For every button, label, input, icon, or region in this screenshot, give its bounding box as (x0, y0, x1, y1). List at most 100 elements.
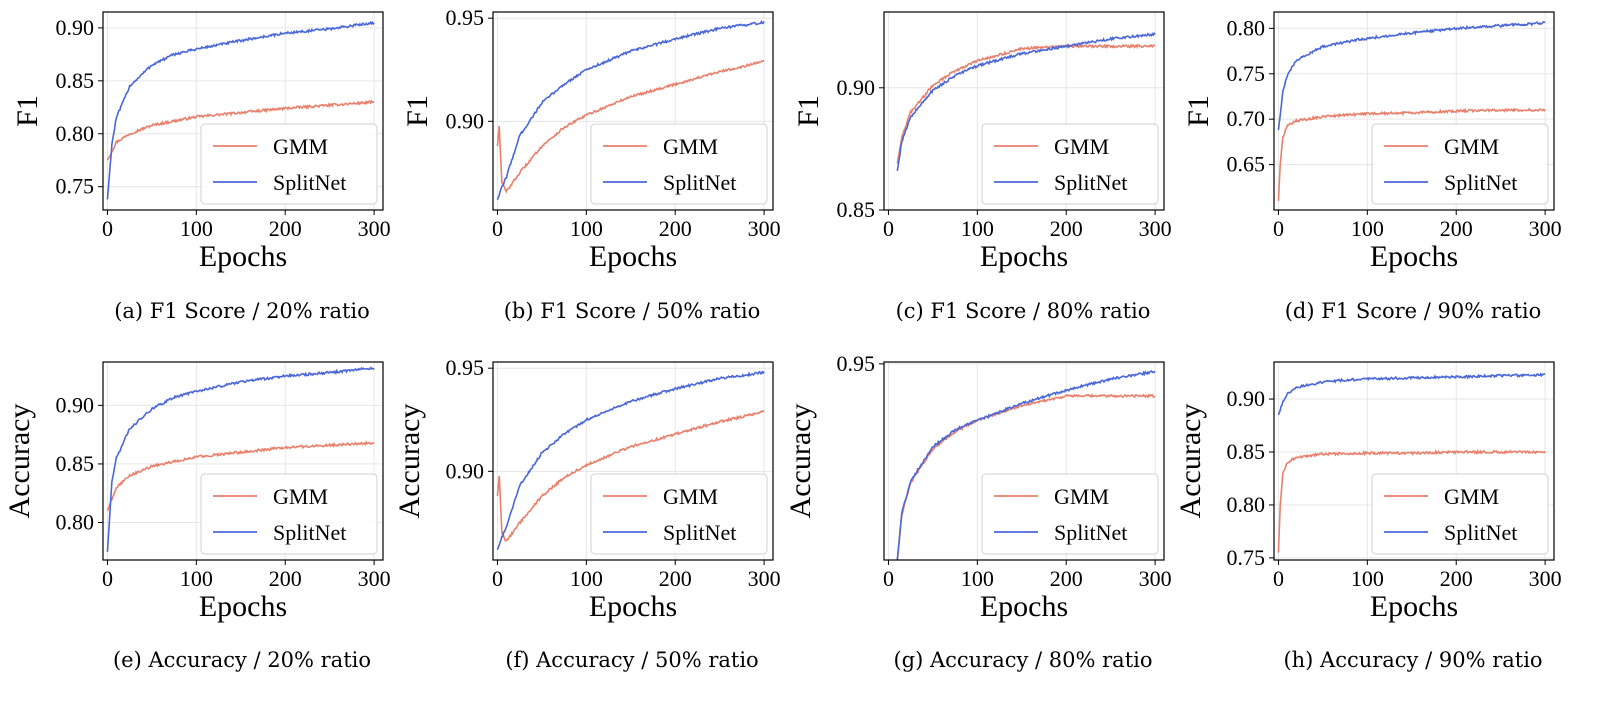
x-axis-label: Epochs (199, 240, 287, 273)
x-tick-label: 300 (1139, 566, 1172, 591)
y-tick-label: 0.85 (1227, 439, 1266, 464)
subplot-caption: (a) F1 Score / 20% ratio (114, 299, 370, 323)
subplot-f: 0 100 200 300 0.90 0.95 Epochs Accuracy GMM Split… (393, 355, 781, 672)
legend-label-splitnet: SplitNet (663, 170, 736, 195)
subplot-h: 0 100 200 300 0.75 0.80 0.85 0.90 Epochs Accuracy… (1174, 361, 1562, 672)
legend-box (981, 473, 1159, 555)
x-tick-label: 200 (1050, 566, 1083, 591)
subplot-caption: (g) Accuracy / 80% ratio (893, 648, 1152, 672)
legend-box (200, 473, 378, 555)
x-tick-label: 300 (358, 566, 391, 591)
legend: GMM SplitNet (590, 473, 768, 555)
x-axis-label: Epochs (589, 590, 677, 623)
legend-box (590, 123, 768, 205)
x-tick-label: 0 (883, 216, 894, 241)
subplot-d: 0 100 200 300 0.65 0.70 0.75 0.80 Epochs F1 GMM Spl… (1182, 11, 1562, 323)
axes-frame (492, 11, 774, 211)
legend: GMM SplitNet (1371, 123, 1549, 205)
legend-label-splitnet: SplitNet (1054, 170, 1127, 195)
x-tick-label: 0 (492, 216, 503, 241)
axes-frame (102, 361, 384, 561)
y-tick-label: 0.75 (1227, 61, 1266, 86)
x-tick-label: 0 (883, 566, 894, 591)
subplot-c: 0 100 200 300 0.85 0.90 Epochs F1 GMM SplitNet (c)… (792, 11, 1172, 323)
y-axis-label: F1 (11, 95, 44, 127)
legend-label-gmm: GMM (1054, 134, 1109, 159)
y-axis-label: F1 (401, 95, 434, 127)
x-tick-label: 200 (659, 566, 692, 591)
y-tick-label: 0.85 (56, 68, 95, 93)
series-line-splitnet (496, 370, 765, 550)
subplot-caption: (c) F1 Score / 80% ratio (896, 299, 1151, 323)
subplot-g: 0 100 200 300 0.95 Epochs Accuracy GMM SplitNet (… (784, 351, 1172, 672)
y-tick-label: 0.90 (1227, 386, 1266, 411)
y-tick-label: 0.80 (1227, 492, 1266, 517)
legend-label-gmm: GMM (273, 484, 328, 509)
x-tick-label: 100 (961, 216, 994, 241)
y-tick-label: 0.90 (837, 75, 876, 100)
series-line-splitnet (496, 19, 765, 200)
y-tick-label: 0.80 (56, 121, 95, 146)
series-line-splitnet (896, 370, 1156, 560)
y-tick-label: 0.95 (837, 351, 876, 376)
series-line-splitnet (1277, 372, 1546, 416)
y-tick-label: 0.95 (446, 355, 485, 380)
series-line-gmm (896, 393, 1156, 560)
legend-label-splitnet: SplitNet (273, 520, 346, 545)
y-tick-label: 0.80 (56, 510, 95, 535)
legend-box (590, 473, 768, 555)
subplot-caption: (b) F1 Score / 50% ratio (504, 299, 761, 323)
legend-box (1371, 123, 1549, 205)
subplot-e: 0 100 200 300 0.80 0.85 0.90 Epochs Accuracy GMM S… (3, 361, 391, 672)
y-tick-label: 0.70 (1227, 106, 1266, 131)
subplot-b: 0 100 200 300 0.90 0.95 Epochs F1 GMM SplitNet (b)… (401, 5, 781, 323)
x-tick-label: 0 (492, 566, 503, 591)
legend-box (200, 123, 378, 205)
y-tick-label: 0.90 (56, 15, 95, 40)
subplot-caption: (h) Accuracy / 90% ratio (1283, 648, 1542, 672)
y-tick-label: 0.80 (1227, 15, 1266, 40)
x-tick-label: 100 (961, 566, 994, 591)
x-tick-label: 300 (1529, 566, 1562, 591)
y-tick-label: 0.90 (56, 392, 95, 417)
y-tick-label: 0.90 (446, 108, 485, 133)
y-tick-label: 0.75 (1227, 545, 1266, 570)
x-tick-label: 100 (570, 566, 603, 591)
series-line-gmm (1277, 107, 1546, 201)
legend-label-splitnet: SplitNet (1054, 520, 1127, 545)
x-tick-label: 300 (1529, 216, 1562, 241)
y-tick-label: 0.65 (1227, 152, 1266, 177)
subplot-caption: (d) F1 Score / 90% ratio (1285, 299, 1542, 323)
series-line-gmm (1277, 448, 1546, 553)
x-tick-label: 100 (180, 566, 213, 591)
legend-box (981, 123, 1159, 205)
legend-label-splitnet: SplitNet (1444, 520, 1517, 545)
x-tick-label: 200 (1440, 216, 1473, 241)
y-axis-label: Accuracy (784, 404, 817, 519)
x-axis-label: Epochs (980, 240, 1068, 273)
x-tick-label: 200 (1050, 216, 1083, 241)
axes-frame (492, 361, 774, 561)
legend-label-gmm: GMM (663, 134, 718, 159)
y-axis-label: Accuracy (1174, 404, 1207, 519)
y-tick-label: 0.95 (446, 5, 485, 30)
y-tick-label: 0.75 (56, 174, 95, 199)
x-tick-label: 200 (1440, 566, 1473, 591)
legend: GMM SplitNet (200, 123, 378, 205)
series-line-splitnet (106, 20, 375, 200)
series-line-gmm (106, 440, 375, 512)
axes-frame (883, 361, 1165, 561)
x-tick-label: 0 (1273, 216, 1284, 241)
legend: GMM SplitNet (981, 123, 1159, 205)
x-tick-label: 200 (659, 216, 692, 241)
legend-label-splitnet: SplitNet (273, 170, 346, 195)
subplot-caption: (f) Accuracy / 50% ratio (505, 648, 758, 672)
x-tick-label: 300 (748, 216, 781, 241)
axes-frame (102, 11, 384, 211)
y-axis-label: F1 (792, 95, 825, 127)
x-axis-label: Epochs (199, 590, 287, 623)
legend-box (1371, 473, 1549, 555)
series-line-gmm (496, 410, 765, 542)
legend-label-splitnet: SplitNet (663, 520, 736, 545)
